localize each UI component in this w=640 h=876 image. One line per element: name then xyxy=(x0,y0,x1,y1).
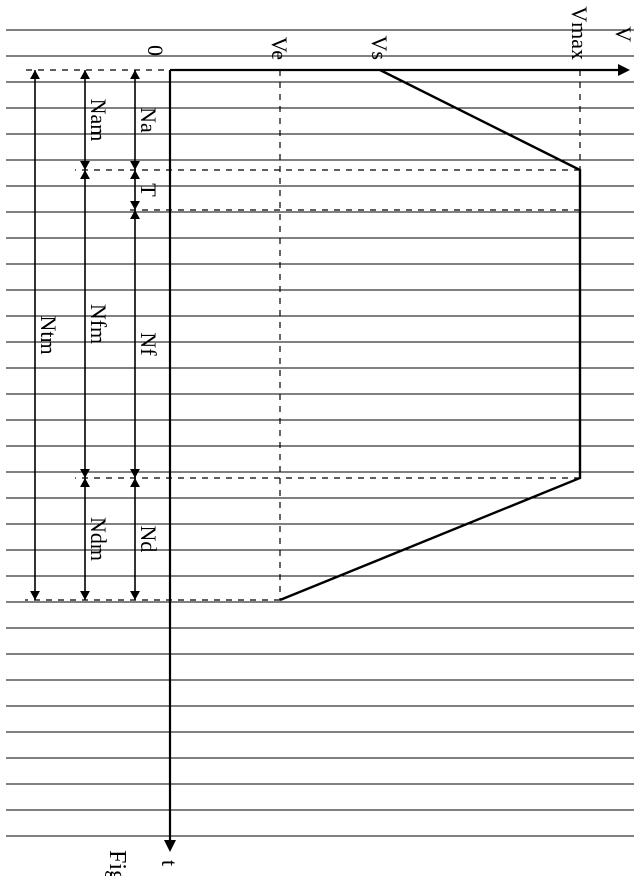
origin-label: 0 xyxy=(143,45,168,56)
dim-nam-label: Nam xyxy=(86,99,111,142)
figure-stage: Vt 0 Vmax Vs Ve Na T Nf Nd Nam Nfm Ndm Ntm Fig.19 xyxy=(0,0,640,876)
velocity-profile-diagram: Vt 0 Vmax Vs Ve Na T Nf Nd Nam Nfm Ndm Ntm Fig.19 xyxy=(0,0,640,876)
figure-caption: Fig.19 xyxy=(104,850,130,876)
dim-na-label: Na xyxy=(136,107,161,133)
ylabel-vs: Vs xyxy=(367,36,392,60)
x-axis-label: t xyxy=(157,860,182,866)
dim-ntm-label: Ntm xyxy=(36,315,61,354)
y-axis-label: V xyxy=(611,26,636,42)
dim-nf-label: Nf xyxy=(136,332,161,356)
dim-nfm-label: Nfm xyxy=(86,304,111,344)
ylabel-vmax: Vmax xyxy=(567,6,592,60)
dim-ndm-label: Ndm xyxy=(86,517,111,561)
ylabel-ve: Ve xyxy=(267,37,292,60)
dim-t-label: T xyxy=(136,183,161,197)
dim-nd-label: Nd xyxy=(136,526,161,553)
